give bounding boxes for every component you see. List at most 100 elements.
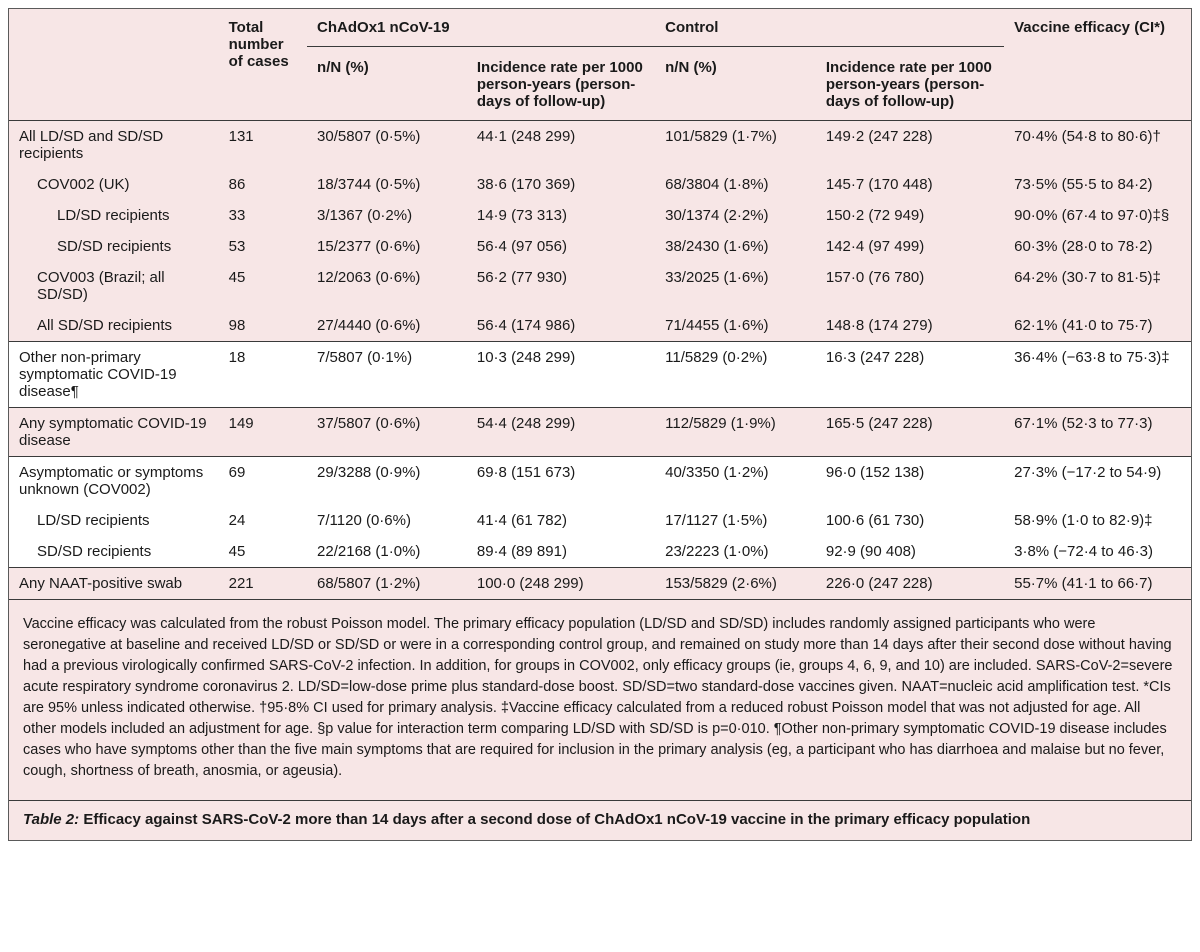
cell-control-npct: 153/5829 (2·6%) [655, 568, 816, 600]
table-row: All SD/SD recipients9827/4440 (0·6%)56·4… [9, 310, 1191, 342]
cell-efficacy: 36·4% (−63·8 to 75·3)‡ [1004, 342, 1191, 408]
cell-vaccine-incidence: 54·4 (248 299) [467, 408, 655, 457]
cell-vaccine-incidence: 69·8 (151 673) [467, 457, 655, 506]
caption-text: Efficacy against SARS-CoV-2 more than 14… [83, 811, 1030, 828]
header-control-npct: n/N (%) [655, 47, 816, 121]
row-label: COV003 (Brazil; all SD/SD) [9, 262, 219, 310]
header-total: Total number of cases [219, 9, 307, 121]
cell-vaccine-npct: 68/5807 (1·2%) [307, 568, 467, 600]
table-row: All LD/SD and SD/SD recipients13130/5807… [9, 121, 1191, 170]
header-efficacy: Vaccine efficacy (CI*) [1004, 9, 1191, 121]
cell-control-npct: 23/2223 (1·0%) [655, 536, 816, 568]
cell-control-incidence: 145·7 (170 448) [816, 169, 1004, 200]
table-row: SD/SD recipients5315/2377 (0·6%)56·4 (97… [9, 231, 1191, 262]
cell-vaccine-npct: 12/2063 (0·6%) [307, 262, 467, 310]
cell-control-incidence: 100·6 (61 730) [816, 505, 1004, 536]
row-label: All SD/SD recipients [9, 310, 219, 342]
row-label: Asymptomatic or symptoms unknown (COV002… [9, 457, 219, 506]
table-footnote: Vaccine efficacy was calculated from the… [9, 599, 1191, 800]
table-row: Asymptomatic or symptoms unknown (COV002… [9, 457, 1191, 506]
cell-vaccine-npct: 37/5807 (0·6%) [307, 408, 467, 457]
cell-total: 98 [219, 310, 307, 342]
cell-vaccine-incidence: 10·3 (248 299) [467, 342, 655, 408]
cell-control-incidence: 149·2 (247 228) [816, 121, 1004, 170]
header-vaccine-npct: n/N (%) [307, 47, 467, 121]
cell-control-incidence: 157·0 (76 780) [816, 262, 1004, 310]
table-row: Any symptomatic COVID-19 disease14937/58… [9, 408, 1191, 457]
table-row: LD/SD recipients333/1367 (0·2%)14·9 (73 … [9, 200, 1191, 231]
cell-total: 18 [219, 342, 307, 408]
cell-control-npct: 17/1127 (1·5%) [655, 505, 816, 536]
cell-efficacy: 58·9% (1·0 to 82·9)‡ [1004, 505, 1191, 536]
header-group-control: Control [655, 9, 1004, 47]
row-label: All LD/SD and SD/SD recipients [9, 121, 219, 170]
cell-control-incidence: 92·9 (90 408) [816, 536, 1004, 568]
caption-label: Table 2: [23, 811, 79, 828]
cell-vaccine-npct: 7/5807 (0·1%) [307, 342, 467, 408]
cell-control-npct: 38/2430 (1·6%) [655, 231, 816, 262]
table-row: SD/SD recipients4522/2168 (1·0%)89·4 (89… [9, 536, 1191, 568]
row-label: SD/SD recipients [9, 231, 219, 262]
cell-vaccine-incidence: 100·0 (248 299) [467, 568, 655, 600]
cell-vaccine-incidence: 89·4 (89 891) [467, 536, 655, 568]
row-label: LD/SD recipients [9, 505, 219, 536]
cell-control-incidence: 150·2 (72 949) [816, 200, 1004, 231]
cell-total: 221 [219, 568, 307, 600]
cell-total: 53 [219, 231, 307, 262]
cell-total: 86 [219, 169, 307, 200]
cell-total: 45 [219, 536, 307, 568]
cell-control-incidence: 226·0 (247 228) [816, 568, 1004, 600]
cell-control-incidence: 165·5 (247 228) [816, 408, 1004, 457]
cell-vaccine-npct: 15/2377 (0·6%) [307, 231, 467, 262]
header-group-vaccine: ChAdOx1 nCoV-19 [307, 9, 655, 47]
cell-efficacy: 3·8% (−72·4 to 46·3) [1004, 536, 1191, 568]
cell-efficacy: 73·5% (55·5 to 84·2) [1004, 169, 1191, 200]
cell-control-npct: 40/3350 (1·2%) [655, 457, 816, 506]
table-row: LD/SD recipients247/1120 (0·6%)41·4 (61 … [9, 505, 1191, 536]
cell-total: 45 [219, 262, 307, 310]
cell-total: 24 [219, 505, 307, 536]
cell-control-incidence: 16·3 (247 228) [816, 342, 1004, 408]
cell-total: 149 [219, 408, 307, 457]
cell-control-incidence: 96·0 (152 138) [816, 457, 1004, 506]
cell-vaccine-npct: 27/4440 (0·6%) [307, 310, 467, 342]
cell-vaccine-npct: 22/2168 (1·0%) [307, 536, 467, 568]
efficacy-table: Total number of cases ChAdOx1 nCoV-19 Co… [9, 9, 1191, 599]
cell-efficacy: 70·4% (54·8 to 80·6)† [1004, 121, 1191, 170]
cell-vaccine-npct: 30/5807 (0·5%) [307, 121, 467, 170]
cell-efficacy: 55·7% (41·1 to 66·7) [1004, 568, 1191, 600]
table-body: All LD/SD and SD/SD recipients13130/5807… [9, 121, 1191, 600]
cell-efficacy: 27·3% (−17·2 to 54·9) [1004, 457, 1191, 506]
cell-control-npct: 71/4455 (1·6%) [655, 310, 816, 342]
cell-total: 69 [219, 457, 307, 506]
header-control-incidence: Incidence rate per 1000 person-years (pe… [816, 47, 1004, 121]
cell-control-npct: 68/3804 (1·8%) [655, 169, 816, 200]
cell-control-incidence: 142·4 (97 499) [816, 231, 1004, 262]
table-row: Other non-primary symptomatic COVID-19 d… [9, 342, 1191, 408]
row-label: Any NAAT-positive swab [9, 568, 219, 600]
cell-control-npct: 30/1374 (2·2%) [655, 200, 816, 231]
cell-efficacy: 62·1% (41·0 to 75·7) [1004, 310, 1191, 342]
row-label: COV002 (UK) [9, 169, 219, 200]
table-row: Any NAAT-positive swab22168/5807 (1·2%)1… [9, 568, 1191, 600]
cell-control-npct: 33/2025 (1·6%) [655, 262, 816, 310]
row-label: SD/SD recipients [9, 536, 219, 568]
header-blank [9, 9, 219, 121]
cell-efficacy: 60·3% (28·0 to 78·2) [1004, 231, 1191, 262]
cell-vaccine-incidence: 38·6 (170 369) [467, 169, 655, 200]
header-vaccine-incidence: Incidence rate per 1000 person-years (pe… [467, 47, 655, 121]
cell-vaccine-incidence: 56·2 (77 930) [467, 262, 655, 310]
row-label: Any symptomatic COVID-19 disease [9, 408, 219, 457]
table-row: COV002 (UK)8618/3744 (0·5%)38·6 (170 369… [9, 169, 1191, 200]
cell-efficacy: 64·2% (30·7 to 81·5)‡ [1004, 262, 1191, 310]
cell-control-incidence: 148·8 (174 279) [816, 310, 1004, 342]
row-label: LD/SD recipients [9, 200, 219, 231]
row-label: Other non-primary symptomatic COVID-19 d… [9, 342, 219, 408]
cell-efficacy: 67·1% (52·3 to 77·3) [1004, 408, 1191, 457]
cell-vaccine-incidence: 41·4 (61 782) [467, 505, 655, 536]
cell-vaccine-incidence: 56·4 (97 056) [467, 231, 655, 262]
cell-control-npct: 101/5829 (1·7%) [655, 121, 816, 170]
cell-vaccine-incidence: 56·4 (174 986) [467, 310, 655, 342]
cell-efficacy: 90·0% (67·4 to 97·0)‡§ [1004, 200, 1191, 231]
table-row: COV003 (Brazil; all SD/SD)4512/2063 (0·6… [9, 262, 1191, 310]
